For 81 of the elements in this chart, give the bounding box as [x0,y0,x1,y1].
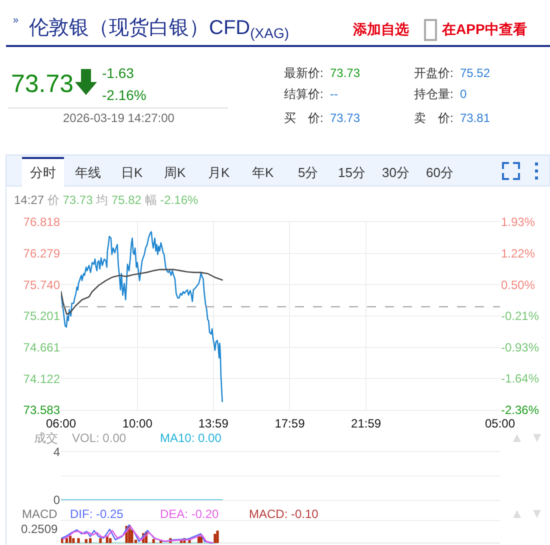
y-tick-label: 0 [53,493,60,508]
y-tick-label: 74.661 [23,340,60,355]
y-tick-label: 74.122 [23,372,60,386]
bar [84,539,88,543]
bar [214,534,216,543]
text: » [13,15,19,26]
text: 在APP中查看 [441,21,527,37]
text: MA10: 0.00 [160,431,222,445]
text: 60分 [426,165,454,180]
bar [88,538,92,543]
text: 73.73 [330,66,360,80]
text: 年K [252,165,274,180]
bar [68,536,72,543]
text: 30分 [382,165,410,180]
text: 0 [460,87,467,101]
x-tick-label: 10:00 [122,416,153,430]
y-tick-label: 73.583 [23,403,60,418]
text: 73.73 [330,111,360,125]
text: 0.2509 [21,522,58,536]
y2-tick-label: -0.21% [501,308,540,323]
text: 价 [46,193,60,207]
text: -1.63 [102,65,134,81]
y2-tick-label: -1.64% [501,372,540,386]
bar [152,539,155,543]
text: 15分 [338,165,366,180]
text: 持仓量: [414,87,454,101]
bar [109,538,112,543]
text: -- [330,87,338,101]
text: 5分 [298,165,318,180]
y2-tick-label: 1.93% [501,215,536,230]
text: 日K [121,165,143,180]
text: DEA: -0.20 [160,507,220,521]
text: 买 价: [284,111,324,125]
text: 73.73 [62,193,94,207]
text: 75.52 [460,66,490,80]
text: MACD [22,507,58,521]
bar [65,538,68,543]
text: 2026-03-19 14:27:00 [63,111,175,125]
bar [216,530,219,543]
bar [77,538,80,543]
x-tick-label: 13:59 [198,416,229,430]
y-tick-label: 75.740 [23,278,60,292]
text: 73.81 [460,111,490,125]
text: 添加自选 [352,21,409,37]
text: MACD: -0.10 [249,507,319,521]
bar [72,538,75,543]
text: 年线 [75,165,101,180]
x-tick-label: 17:59 [274,416,306,430]
text: 75.82 [111,193,142,207]
x-tick-label: 21:59 [351,416,382,430]
y2-tick-label: -0.93% [501,340,540,355]
bar [99,538,102,543]
y2-tick-label: -2.36% [501,403,540,418]
text: 开盘价: [414,66,454,80]
text: 月K [208,165,230,180]
text: VOL: 0.00 [72,431,126,445]
text: 卖 价: [414,111,454,125]
y-tick-label: 4 [53,445,60,460]
text: 结算价: [284,87,324,101]
text: 73.73 [11,70,74,98]
text: -2.16% [160,193,199,207]
text: 周K [164,165,186,180]
bar [200,536,203,543]
x-tick-label: 06:00 [46,416,76,430]
y-tick-label: 75.201 [23,309,60,324]
text: 分时 [30,165,56,180]
text: 最新价: [284,66,324,80]
line-series [61,231,223,402]
text: -2.16% [102,87,146,103]
y-tick-label: 76.279 [23,246,60,261]
text: 幅 [144,193,157,207]
text: 成交 [34,431,58,445]
y2-tick-label: 1.22% [501,246,536,260]
y-tick-label: 76.818 [23,215,60,230]
chart-title: 伦敦银（现货白银）CFD$_{(XAG)}$ [29,17,289,42]
line-series [61,268,223,315]
x-tick-label: 05:00 [484,416,516,430]
text: DIF: -0.25 [70,507,124,521]
text: 14:27 [14,193,44,207]
text: 均 [95,193,108,207]
y2-tick-label: 0.50% [501,278,536,292]
